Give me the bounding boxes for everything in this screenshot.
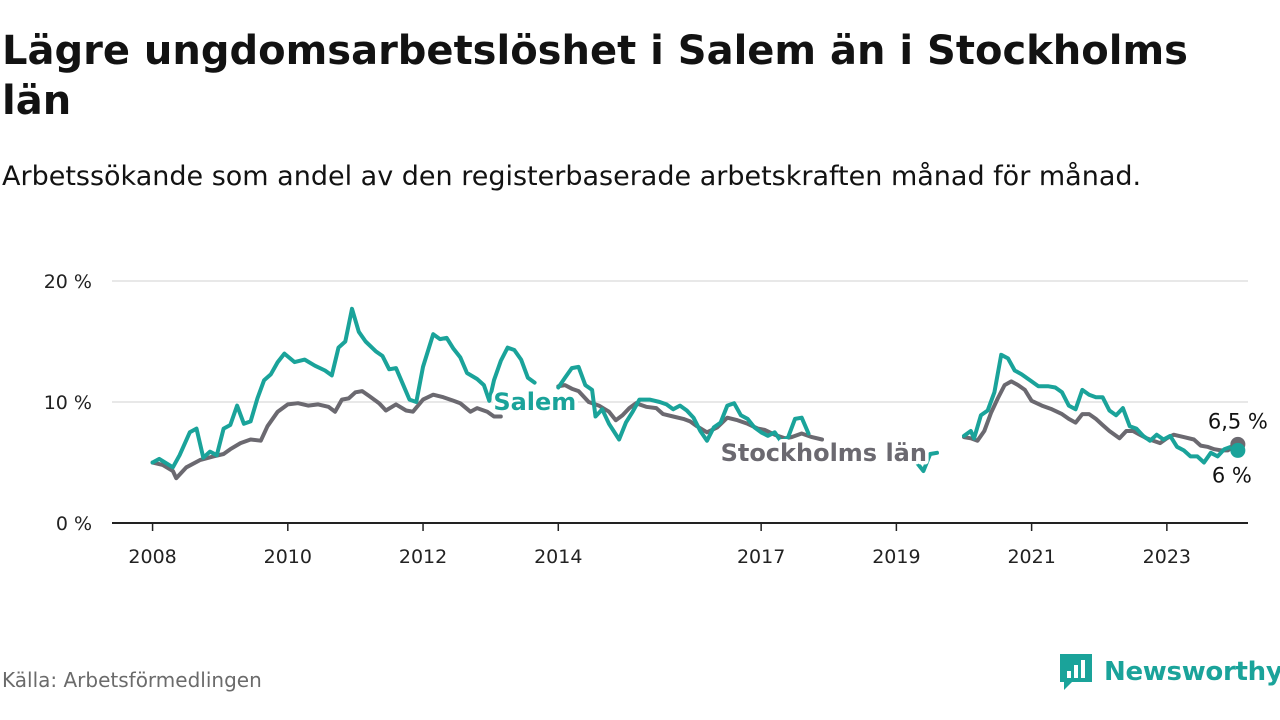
chart-subtitle: Arbetssökande som andel av den registerb… [2, 161, 1142, 192]
y-tick-label: 10 % [44, 392, 92, 414]
salem-label: Salem [493, 388, 576, 416]
x-tick-label: 2017 [737, 546, 785, 568]
stockholm-label: Stockholms län [721, 439, 927, 467]
salem-label-halo: Salem [493, 388, 576, 416]
y-tick-label: 20 % [44, 271, 92, 293]
x-tick-label: 2010 [264, 546, 312, 568]
newsworthy-icon [1060, 654, 1092, 690]
stockholm-end-label: 6,5 % [1208, 409, 1268, 433]
x-tick-label: 2012 [399, 546, 447, 568]
salem-end-label: 6 % [1212, 463, 1252, 487]
line-chart: 0 % 10 % 20 % 2008 2010 2012 2014 2017 2019 2021 2… [44, 271, 1268, 568]
brand-name: Newsworthy [1104, 657, 1280, 687]
salem-end-point [1230, 442, 1246, 458]
x-tick-label: 2014 [534, 546, 582, 568]
grid-lines [112, 280, 1248, 403]
salem-line [962, 352, 1240, 465]
stockholm-label-halo: Stockholms län [721, 439, 927, 467]
series-lines [150, 306, 1246, 481]
salem-line [150, 306, 537, 470]
stockholm-line [150, 389, 503, 481]
axes: 0 % 10 % 20 % 2008 2010 2012 2014 2017 2019 2021 2… [44, 271, 1248, 568]
x-tick-label: 2023 [1143, 546, 1191, 568]
x-tick-label: 2008 [128, 546, 176, 568]
y-tick-label: 0 % [56, 513, 92, 535]
x-tick-label: 2021 [1007, 546, 1055, 568]
x-tick-label: 2019 [872, 546, 920, 568]
brand-logo: Newsworthy [1058, 652, 1280, 692]
salem-line [556, 364, 811, 444]
stockholm-line [962, 379, 1240, 453]
chart-title: Lägre ungdomsarbetslöshet i Salem än i S… [2, 28, 1188, 124]
source-note: Källa: Arbetsförmedlingen [2, 668, 262, 692]
salem-line [907, 450, 939, 473]
